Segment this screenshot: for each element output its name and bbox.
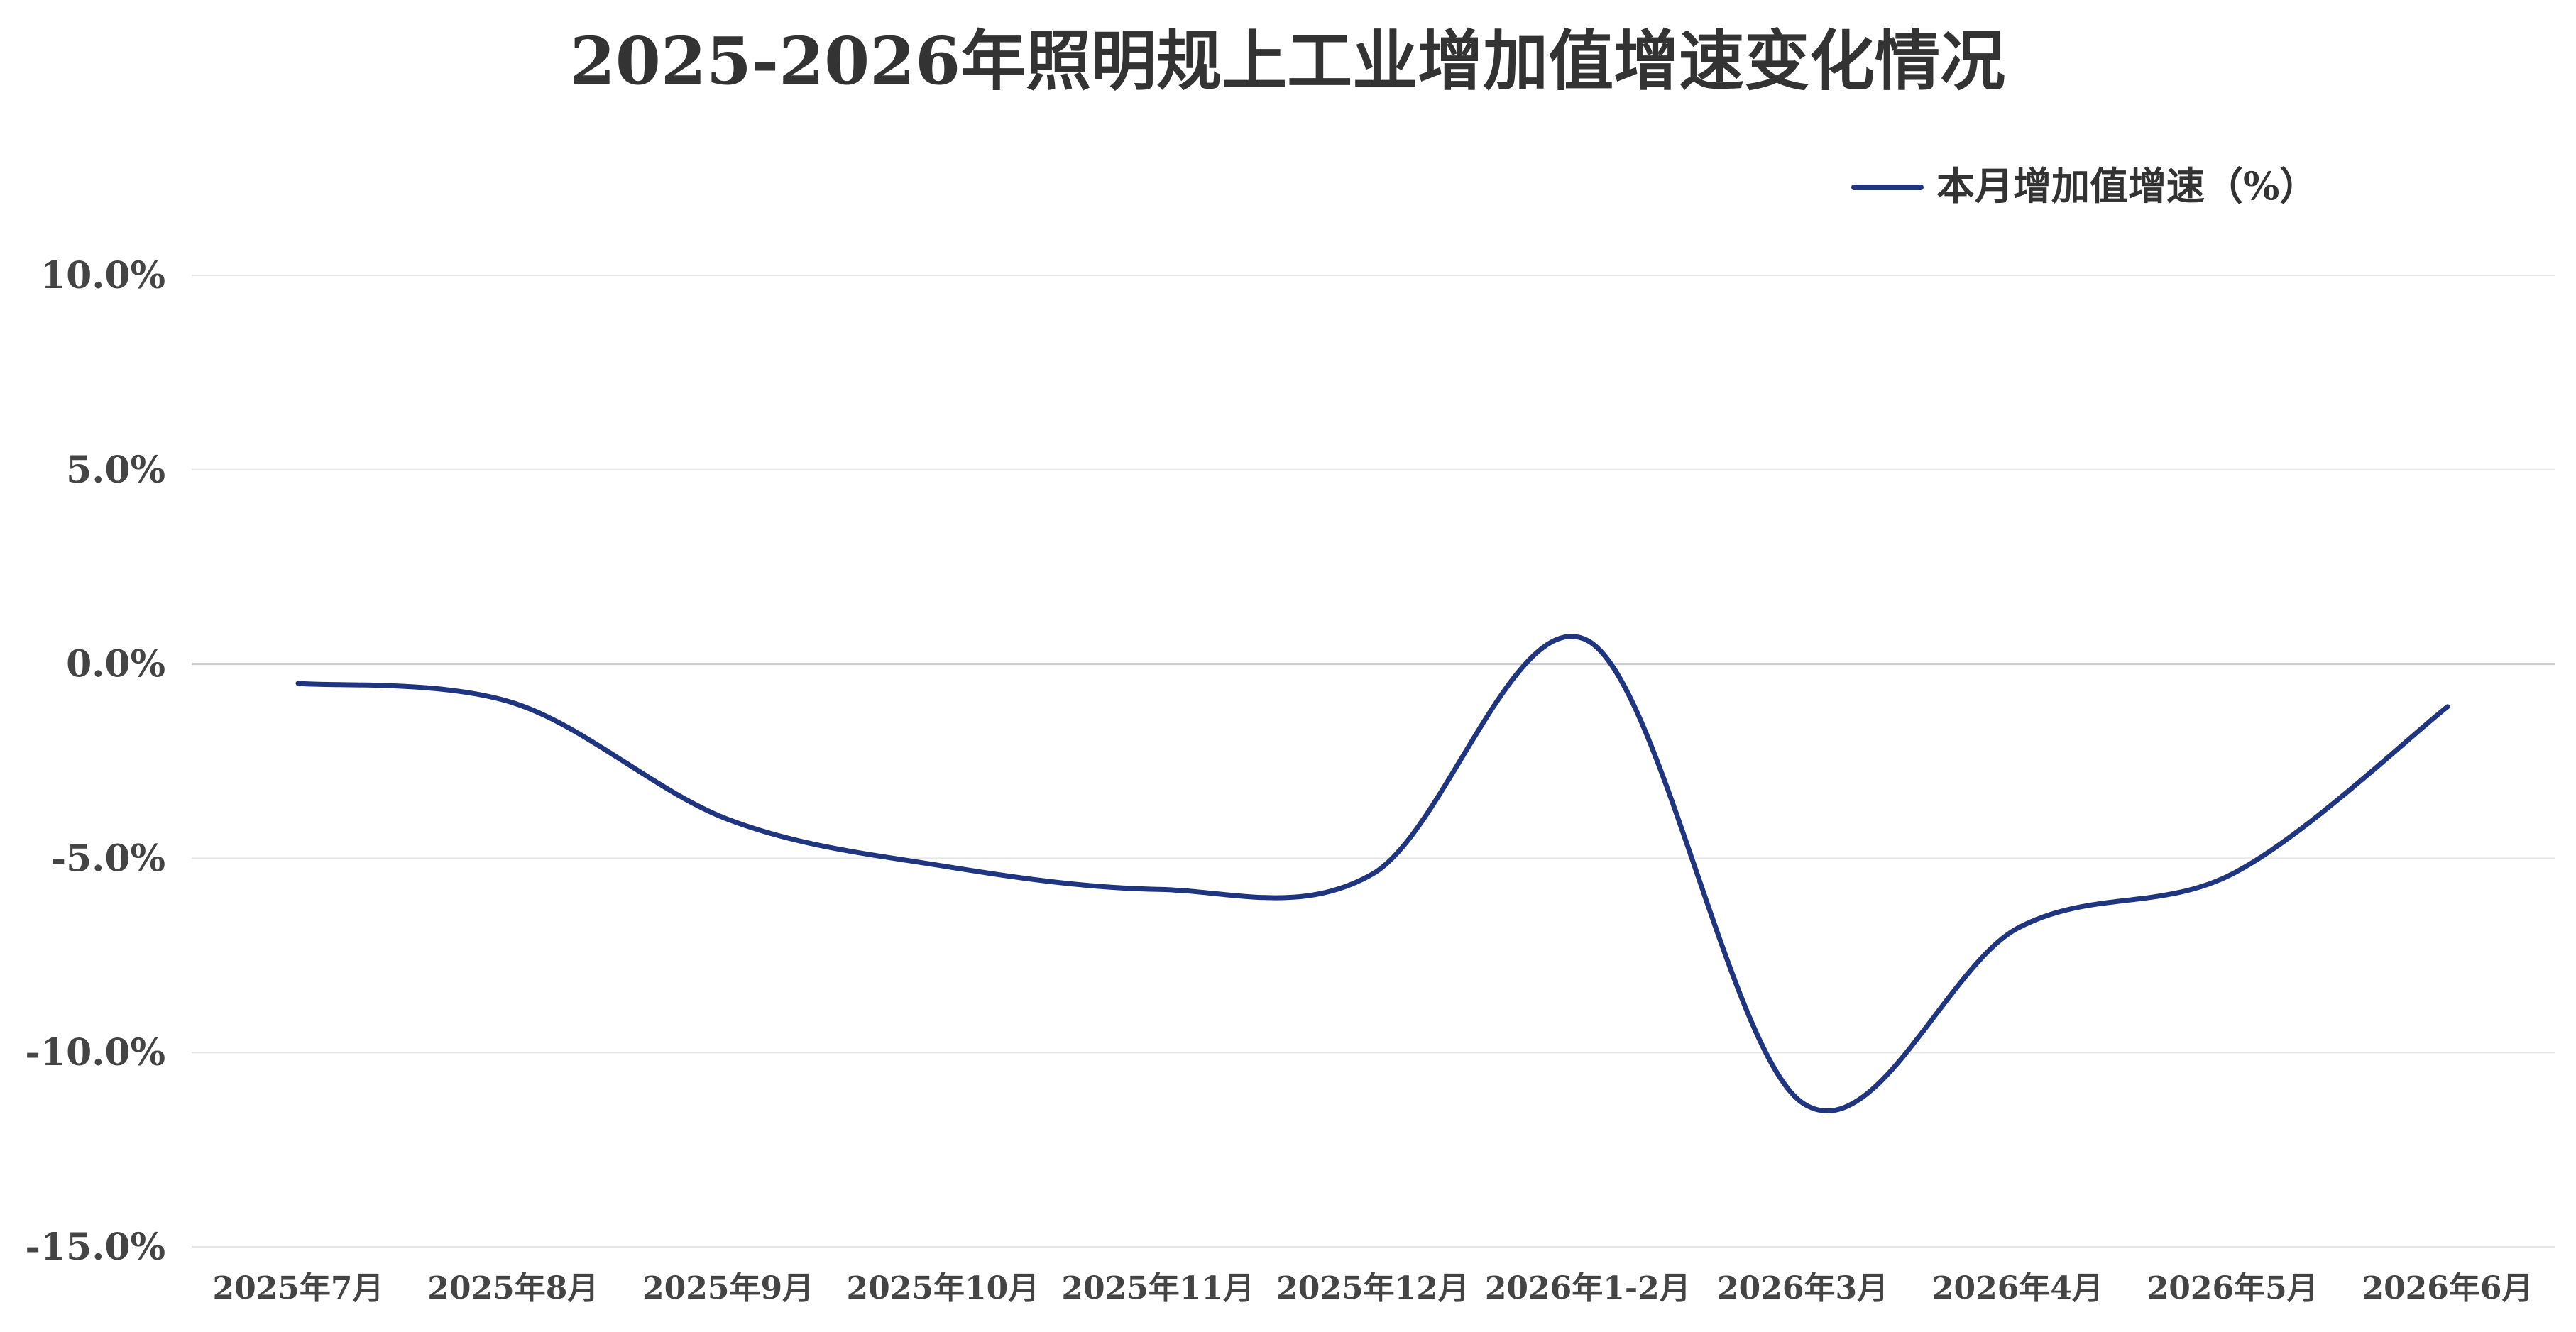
y-tick-label: 10.0% [40,254,165,297]
data-point [294,679,302,688]
legend: 本月增加值增速（%） [1851,163,2318,209]
grid-lines [192,275,2555,1248]
data-point [1153,885,1162,893]
x-tick-label: 2026年4月 [1932,1270,2103,1306]
x-tick-label: 2025年7月 [212,1270,383,1306]
data-point [1799,1099,1807,1107]
series-line [295,634,2450,1113]
y-tick-label: 5.0% [66,448,165,492]
data-point [509,698,517,707]
x-tick-label: 2025年8月 [427,1270,598,1306]
y-tick-label: -5.0% [51,837,165,880]
x-tick-label: 2026年1-2月 [1485,1270,1691,1306]
x-tick-label: 2026年6月 [2362,1270,2533,1306]
y-axis-tick-labels: 10.0% 5.0% 0.0% -5.0% -10.0% -15.0% [25,254,165,1269]
data-point [724,815,733,824]
data-point [1584,637,1592,645]
legend-label: 本月增加值增速（%） [1936,163,2318,209]
data-point [2443,703,2452,711]
data-point [2013,924,2022,932]
data-point [2228,869,2237,878]
chart-title: 2025-2026年照明规上工业增加值增速变化情况 [570,23,2005,99]
series-lines [294,634,2452,1113]
x-axis-tick-labels: 2025年7月 2025年8月 2025年9月 2025年10月 2025年11月 202… [212,1270,2533,1306]
x-tick-label: 2025年12月 [1276,1270,1469,1306]
x-tick-label: 2026年5月 [2147,1270,2318,1306]
y-tick-label: 0.0% [66,643,165,686]
y-tick-label: -15.0% [25,1226,165,1269]
x-tick-label: 2025年10月 [847,1270,1040,1306]
y-tick-label: -10.0% [25,1031,165,1074]
x-tick-label: 2026年3月 [1717,1270,1888,1306]
data-point [1369,869,1377,878]
x-tick-label: 2025年9月 [642,1270,813,1306]
data-point [938,862,947,870]
x-tick-label: 2025年11月 [1061,1270,1254,1306]
